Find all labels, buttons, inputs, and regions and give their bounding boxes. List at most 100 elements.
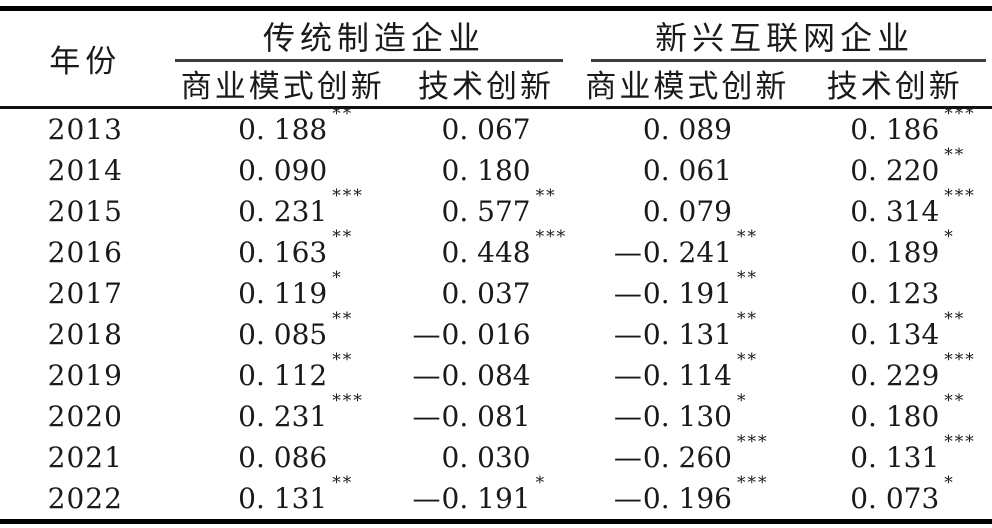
table-row: 2021 0. 086 0. 030 —0. 260 *** 0. 131 *** [0,432,992,478]
sub-header-row: 商业模式创新 技术创新 商业模式创新 技术创新 [0,61,992,109]
significance-stars: *** [332,391,364,411]
year-cell: 2021 [47,441,123,474]
table-row: 2022 0. 131 ** —0. 191 * —0. 196 *** 0. 073 * [0,473,992,519]
value-cell: 0. 163 ** [171,227,395,273]
value: —0. 260 *** [613,432,769,474]
value-cell: 0. 134 ** [798,309,992,355]
significance-stars: ** [736,350,758,370]
significance-stars: * [332,268,343,288]
minus-sign: — [613,359,642,392]
table-header: 年份 传统制造企业 新兴互联网企业 商业模式创新 技术创新 商业模式创新 技术创… [0,11,992,109]
value-cell: —0. 130 * [577,391,797,437]
value: —0. 191 * [412,473,547,515]
value-cell: 0. 131 ** [171,473,395,519]
value-cell: —0. 196 *** [577,473,797,519]
year-cell: 2019 [47,359,123,392]
significance-stars: ** [332,104,354,124]
significance-stars: *** [535,227,568,247]
value: 0. 123 [850,277,940,310]
value: 0. 131 ** [238,473,354,515]
value-cell: —0. 260 *** [577,432,797,478]
value-cell: 0. 180 ** [798,391,992,437]
col-header-year: 年份 [0,11,171,109]
significance-stars: ** [332,473,354,493]
year-cell: 2018 [47,318,123,351]
value-cell: —0. 131 ** [577,309,797,355]
significance-stars: ** [944,391,966,411]
value: 0. 079 [642,195,732,228]
value-cell: 0. 189 * [798,227,992,273]
value-cell: 0. 188 ** [171,104,395,151]
value: 0. 186 *** [850,104,976,146]
value-cell: 0. 079 [577,191,797,232]
value: 0. 131 *** [850,432,976,474]
table-row: 2017 0. 119 * 0. 037 —0. 191 ** 0. 123 [0,268,992,314]
value: 0. 180 [441,154,531,187]
significance-stars: *** [332,186,364,206]
significance-stars: ** [736,268,758,288]
col-header-net-technology-innovation: 技术创新 [797,61,992,109]
value: —0. 084 [412,359,531,392]
value: —0. 016 [412,318,531,351]
value-cell: 0. 448 *** [395,227,578,273]
value: 0. 030 [441,441,531,474]
table-row: 2020 0. 231 *** —0. 081 —0. 130 * 0. 180 ** [0,391,992,437]
significance-stars: *** [944,432,976,452]
value-cell: —0. 016 [395,314,578,355]
value: 0. 037 [441,277,531,310]
value: —0. 196 *** [613,473,769,515]
significance-stars: ** [944,309,966,329]
value-cell: 0. 180 [395,150,578,191]
value: —0. 241 ** [613,227,758,269]
significance-stars: ** [736,227,758,247]
value: —0. 191 ** [613,268,758,310]
significance-stars: * [736,391,748,411]
col-header-trad-business-model-innovation: 商业模式创新 [170,61,395,109]
table-row: 2019 0. 112 ** —0. 084 —0. 114 ** 0. 229 *** [0,350,992,396]
table-row: 2014 0. 090 0. 180 0. 061 0. 220 ** [0,145,992,191]
minus-sign: — [412,400,441,433]
table-body: 2013 0. 188 ** 0. 067 0. 089 0. 186 *** 2014 0. … [0,104,992,520]
significance-stars: ** [736,309,758,329]
significance-stars: ** [332,227,354,247]
table-row: 2018 0. 085 ** —0. 016 —0. 131 ** 0. 134 ** [0,309,992,355]
value-cell: 0. 220 ** [798,145,992,191]
minus-sign: — [412,359,441,392]
year-cell: 2015 [47,195,123,228]
value-cell: 0. 314 *** [798,186,992,232]
value: 0. 448 *** [441,227,568,269]
significance-stars: ** [944,145,966,165]
significance-stars: *** [736,432,769,452]
value-cell: —0. 114 ** [577,350,797,396]
value-cell: 0. 131 *** [798,432,992,478]
significance-stars: * [944,473,955,493]
value: 0. 119 * [238,268,343,310]
significance-stars: ** [332,309,354,329]
value: 0. 188 ** [238,104,354,146]
significance-stars: *** [944,350,976,370]
year-cell: 2020 [47,400,123,433]
value-cell: 0. 085 ** [171,309,395,355]
value: 0. 189 * [850,227,955,269]
value: 0. 089 [642,113,732,146]
value: 0. 163 ** [238,227,354,269]
value-cell: 0. 089 [577,108,797,151]
value: 0. 231 *** [238,391,364,433]
value: —0. 081 [412,400,531,433]
value: 0. 180 ** [850,391,966,433]
significance-stars: ** [332,350,354,370]
minus-sign: — [613,482,642,515]
value-cell: —0. 084 [395,355,578,396]
value-cell: 0. 112 ** [171,350,395,396]
value-cell: 0. 073 * [798,473,992,519]
value: 0. 112 ** [238,350,354,392]
significance-stars: * [944,227,955,247]
minus-sign: — [412,482,441,515]
value: 0. 061 [642,154,732,187]
value: —0. 131 ** [613,309,758,351]
table-row: 2016 0. 163 ** 0. 448 *** —0. 241 ** 0. 189 * [0,227,992,273]
value-cell: 0. 067 [395,108,578,151]
group-header-traditional-manufacturing: 传统制造企业 [171,11,578,62]
minus-sign: — [613,441,642,474]
